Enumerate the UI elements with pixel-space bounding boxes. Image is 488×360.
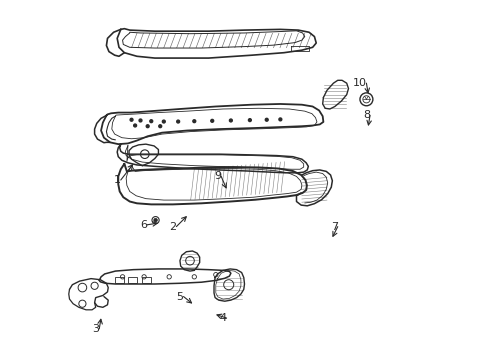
Text: 1: 1	[114, 175, 121, 185]
Circle shape	[130, 118, 133, 121]
Text: 9: 9	[214, 171, 221, 181]
Circle shape	[133, 124, 136, 127]
Circle shape	[162, 120, 165, 123]
Circle shape	[229, 119, 232, 122]
Text: 8: 8	[362, 111, 369, 121]
Circle shape	[210, 120, 213, 122]
Circle shape	[159, 125, 162, 128]
Text: 5: 5	[176, 292, 183, 302]
Circle shape	[149, 120, 152, 123]
Text: 6: 6	[140, 220, 147, 230]
Text: 10: 10	[352, 78, 366, 88]
Circle shape	[139, 119, 142, 122]
Circle shape	[153, 219, 157, 222]
Bar	[115, 277, 124, 283]
Circle shape	[176, 120, 179, 123]
Circle shape	[192, 120, 195, 123]
Circle shape	[146, 125, 149, 128]
Circle shape	[265, 118, 267, 121]
Text: 2: 2	[169, 222, 176, 231]
Bar	[142, 277, 151, 283]
Text: 4: 4	[219, 313, 226, 323]
Text: 3: 3	[92, 324, 99, 334]
Text: 7: 7	[330, 222, 337, 231]
Circle shape	[278, 118, 281, 121]
Bar	[128, 277, 137, 283]
Circle shape	[248, 119, 251, 122]
